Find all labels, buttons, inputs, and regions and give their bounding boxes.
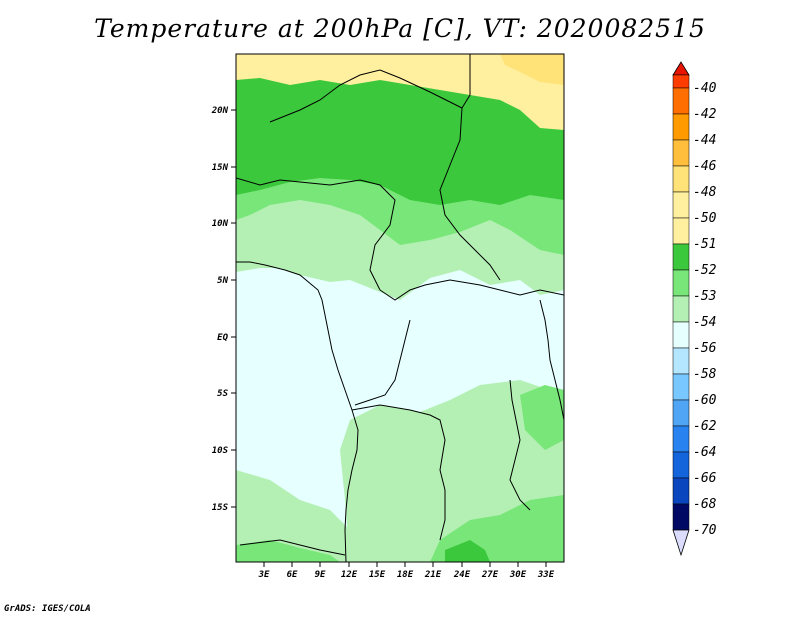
colorbar-segment-12 [672,373,690,401]
colorbar-segment-4 [672,165,690,193]
colorbar-segment-7 [672,243,690,271]
lon-label-6e: 6E [287,570,298,580]
colorbar-label-15: -66 [693,471,717,486]
lon-axis: 3E 6E 9E 12E 15E 18E 21E 24E 27E 30E 33E [258,562,555,580]
lat-label-15n: 15N [212,163,229,173]
lat-label-eq: EQ [217,333,228,343]
boundary-central [379,279,564,301]
boundary-lakes [509,379,531,511]
colorbar-segment-17 [672,503,690,531]
colorbar-segment-9 [672,295,690,323]
colorbar-segment-8 [672,269,690,297]
boundary-north-2 [461,54,471,109]
colorbar-bottom-arrow [672,529,690,557]
colorbar-segment-16 [672,477,690,505]
boundary-north-3 [439,107,501,281]
colorbar-label-16: -68 [693,497,717,512]
field-region-50-northeast [500,54,564,85]
field-region-52-east [520,385,564,450]
colorbar: -40 -42 -44 -46 -48 -50 -51 -52 -53 -54 … [672,61,717,557]
colorbar-label-2: -44 [693,133,716,148]
lat-label-5n: 5N [217,276,228,286]
colorbar-segment-2 [672,113,690,141]
boundary-south [351,404,446,541]
colorbar-label-11: -58 [693,367,717,382]
lat-label-10n: 10N [212,219,229,229]
field-region-52-southwest [236,540,340,562]
lon-label-15e: 15E [369,570,386,580]
lon-label-27e: 27E [481,570,499,580]
colorbar-label-3: -46 [693,159,717,174]
colorbar-segment-11 [672,347,690,375]
colorbar-label-13: -62 [693,419,717,434]
lon-label-24e: 24E [453,570,471,580]
colorbar-label-14: -64 [693,445,716,460]
colorbar-label-12: -60 [693,393,717,408]
colorbar-segment-15 [672,451,690,479]
colorbar-label-7: -52 [693,263,717,278]
colorbar-label-4: -48 [693,185,717,200]
colorbar-top-arrow [672,61,690,76]
river-congo [354,319,411,406]
field-region-50-north [236,54,564,130]
boundary-north-1 [269,69,463,123]
field-region-53-southwest [236,470,350,562]
lon-label-9e: 9E [315,570,326,580]
lat-label-20n: 20N [211,106,229,116]
lon-label-33e: 33E [537,570,555,580]
lon-label-21e: 21E [424,570,442,580]
map-frame [235,53,565,563]
colorbar-label-8: -53 [693,289,716,304]
coastline-west-africa [236,261,359,562]
lon-label-12e: 12E [341,570,358,580]
colorbar-label-17: -70 [693,523,717,538]
lat-label-5s: 5S [217,389,228,399]
colorbar-segment-10 [672,321,690,349]
field-region-51-south [445,540,490,562]
colorbar-segment-3 [672,139,690,167]
colorbar-segment-14 [672,425,690,453]
boundary-west-north [236,177,396,291]
colorbar-segment-6 [672,217,690,245]
map-panel [236,54,564,562]
grads-credit: GrADS: IGES/COLA [4,604,91,614]
boundary-far-east [239,539,346,556]
colorbar-segment-5 [672,191,690,219]
colorbar-segment-1 [672,87,690,115]
lat-label-10s: 10S [212,446,229,456]
colorbar-label-9: -54 [693,315,716,330]
boundary-east [539,299,564,421]
colorbar-label-10: -56 [693,341,717,356]
lat-axis: 20N 15N 10N 5N EQ 5S 10S 15S [211,106,236,513]
colorbar-segment-13 [672,399,690,427]
map-title: Temperature at 200hPa [C], VT: 202008251… [94,14,706,43]
lon-label-30e: 30E [509,570,527,580]
colorbar-label-5: -50 [693,211,717,226]
colorbar-label-1: -42 [693,107,717,122]
colorbar-label-6: -51 [693,237,716,252]
lon-label-3e: 3E [258,570,270,580]
colorbar-segment-0 [672,74,690,89]
lat-label-15s: 15S [212,503,229,513]
colorbar-label-0: -40 [693,81,717,96]
lon-label-18e: 18E [397,570,414,580]
